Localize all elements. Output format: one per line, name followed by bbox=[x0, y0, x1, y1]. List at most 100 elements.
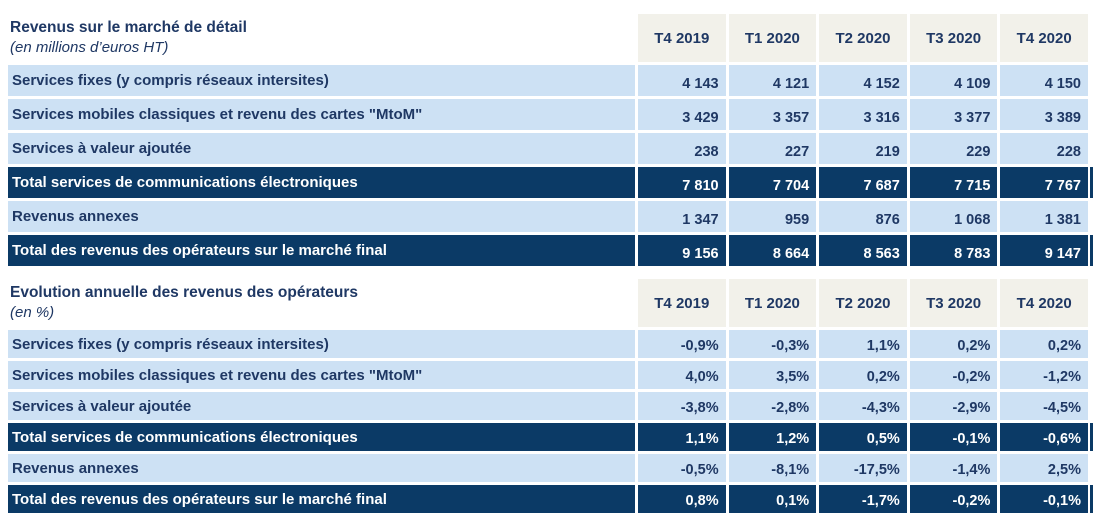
value-cell: 1,1% bbox=[819, 330, 907, 358]
value-cell: 0,2% bbox=[1000, 330, 1088, 358]
revenue-tables-sheet: Revenus sur le marché de détail (en mill… bbox=[8, 14, 1093, 516]
value-cell: 7 810 bbox=[638, 167, 726, 198]
column-header: T3 2020 bbox=[909, 279, 998, 327]
value-cell: 0,2% bbox=[819, 361, 907, 389]
value-cell: 0,2% bbox=[909, 330, 998, 358]
table-title: Evolution annuelle des revenus des opéra… bbox=[10, 284, 358, 301]
value-cell: 7 767 bbox=[1000, 167, 1088, 198]
value-cell: 7 715 bbox=[909, 167, 998, 198]
value-cell: 4 121 bbox=[728, 65, 817, 96]
row-label: Services mobiles classiques et revenu de… bbox=[8, 361, 635, 389]
value-cell: 238 bbox=[638, 133, 726, 164]
value-cell: -0,2% bbox=[909, 485, 998, 513]
column-header: T4 2019 bbox=[638, 14, 726, 62]
table-subtitle: (en millions d’euros HT) bbox=[10, 39, 169, 56]
row-label: Total des revenus des opérateurs sur le … bbox=[8, 485, 635, 513]
value-cell: 1 068 bbox=[909, 201, 998, 232]
table-row: Revenus annexes 1 347 959 876 1 068 1 38… bbox=[8, 201, 1088, 232]
row-label: Services fixes (y compris réseaux inters… bbox=[8, 65, 635, 96]
column-header: T4 2019 bbox=[638, 279, 726, 327]
table-header-row: Revenus sur le marché de détail (en mill… bbox=[8, 14, 1088, 62]
value-cell: 1,2% bbox=[728, 423, 817, 451]
value-cell: 0,1% bbox=[728, 485, 817, 513]
value-cell: 4,0% bbox=[638, 361, 726, 389]
value-cell: 8 664 bbox=[728, 235, 817, 266]
row-label: Services fixes (y compris réseaux inters… bbox=[8, 330, 635, 358]
value-cell: 2,5% bbox=[1000, 454, 1088, 482]
table-header-row: Evolution annuelle des revenus des opéra… bbox=[8, 279, 1088, 327]
value-cell: 8 563 bbox=[819, 235, 907, 266]
column-header: T3 2020 bbox=[909, 14, 998, 62]
column-header: T1 2020 bbox=[728, 279, 817, 327]
table-row: Services fixes (y compris réseaux inters… bbox=[8, 65, 1088, 96]
value-cell: 8 783 bbox=[909, 235, 998, 266]
value-cell: 876 bbox=[819, 201, 907, 232]
row-label: Total des revenus des opérateurs sur le … bbox=[8, 235, 635, 266]
value-cell: 9 147 bbox=[1000, 235, 1088, 266]
column-header: T1 2020 bbox=[728, 14, 817, 62]
row-label: Revenus annexes bbox=[8, 454, 635, 482]
value-cell: 7 687 bbox=[819, 167, 907, 198]
value-cell: -8,1% bbox=[728, 454, 817, 482]
table-row-total: Total des revenus des opérateurs sur le … bbox=[8, 235, 1093, 266]
value-cell: -2,9% bbox=[909, 392, 998, 420]
value-cell: -1,2% bbox=[1000, 361, 1088, 389]
table-title-cell: Evolution annuelle des revenus des opéra… bbox=[8, 279, 635, 327]
value-cell: -4,5% bbox=[1000, 392, 1088, 420]
value-cell: 7 704 bbox=[728, 167, 817, 198]
value-cell: 4 152 bbox=[819, 65, 907, 96]
tables-divider-space bbox=[8, 269, 1088, 279]
value-cell: 4 150 bbox=[1000, 65, 1088, 96]
value-cell: 959 bbox=[728, 201, 817, 232]
value-cell: 9 156 bbox=[638, 235, 726, 266]
value-cell: -0,5% bbox=[638, 454, 726, 482]
table-row: Revenus annexes -0,5% -8,1% -17,5% -1,4%… bbox=[8, 454, 1088, 482]
table-row: Services fixes (y compris réseaux inters… bbox=[8, 330, 1088, 358]
value-cell: 4 109 bbox=[909, 65, 998, 96]
row-label: Revenus annexes bbox=[8, 201, 635, 232]
value-cell: -1,7% bbox=[819, 485, 907, 513]
row-label: Services mobiles classiques et revenu de… bbox=[8, 99, 635, 130]
value-cell: -0,6% bbox=[1000, 423, 1088, 451]
table-row: Services à valeur ajoutée -3,8% -2,8% -4… bbox=[8, 392, 1088, 420]
value-cell: -0,1% bbox=[1000, 485, 1088, 513]
value-cell: 4 143 bbox=[638, 65, 726, 96]
value-cell: 3 389 bbox=[1000, 99, 1088, 130]
table-subtitle: (en %) bbox=[10, 304, 55, 321]
value-cell: 228 bbox=[1000, 133, 1088, 164]
value-cell: 0,5% bbox=[819, 423, 907, 451]
column-header: T2 2020 bbox=[819, 279, 907, 327]
value-cell: -0,1% bbox=[909, 423, 998, 451]
table-title-cell: Revenus sur le marché de détail (en mill… bbox=[8, 14, 635, 62]
column-header: T4 2020 bbox=[1000, 279, 1088, 327]
value-cell: -4,3% bbox=[819, 392, 907, 420]
column-header: T4 2020 bbox=[1000, 14, 1088, 62]
value-cell: 1,1% bbox=[638, 423, 726, 451]
value-cell: -17,5% bbox=[819, 454, 907, 482]
value-cell: 227 bbox=[728, 133, 817, 164]
value-cell: -1,4% bbox=[909, 454, 998, 482]
value-cell: 3 316 bbox=[819, 99, 907, 130]
value-cell: 219 bbox=[819, 133, 907, 164]
value-cell: -2,8% bbox=[728, 392, 817, 420]
value-cell: -0,3% bbox=[728, 330, 817, 358]
table-row: Services à valeur ajoutée 238 227 219 22… bbox=[8, 133, 1088, 164]
table-row-total: Total services de communications électro… bbox=[8, 423, 1093, 451]
row-label: Total services de communications électro… bbox=[8, 423, 635, 451]
table-revenus-marche-detail: Revenus sur le marché de détail (en mill… bbox=[8, 14, 1093, 266]
row-label: Services à valeur ajoutée bbox=[8, 392, 635, 420]
value-cell: 3 377 bbox=[909, 99, 998, 130]
table-row: Services mobiles classiques et revenu de… bbox=[8, 99, 1088, 130]
table-evolution-annuelle: Evolution annuelle des revenus des opéra… bbox=[8, 279, 1093, 513]
value-cell: 3 357 bbox=[728, 99, 817, 130]
value-cell: -0,2% bbox=[909, 361, 998, 389]
value-cell: -3,8% bbox=[638, 392, 726, 420]
value-cell: -0,9% bbox=[638, 330, 726, 358]
table-row-total: Total services de communications électro… bbox=[8, 167, 1093, 198]
column-header: T2 2020 bbox=[819, 14, 907, 62]
value-cell: 1 347 bbox=[638, 201, 726, 232]
table-title: Revenus sur le marché de détail bbox=[10, 19, 247, 36]
table-row-total: Total des revenus des opérateurs sur le … bbox=[8, 485, 1093, 513]
row-label: Services à valeur ajoutée bbox=[8, 133, 635, 164]
value-cell: 1 381 bbox=[1000, 201, 1088, 232]
